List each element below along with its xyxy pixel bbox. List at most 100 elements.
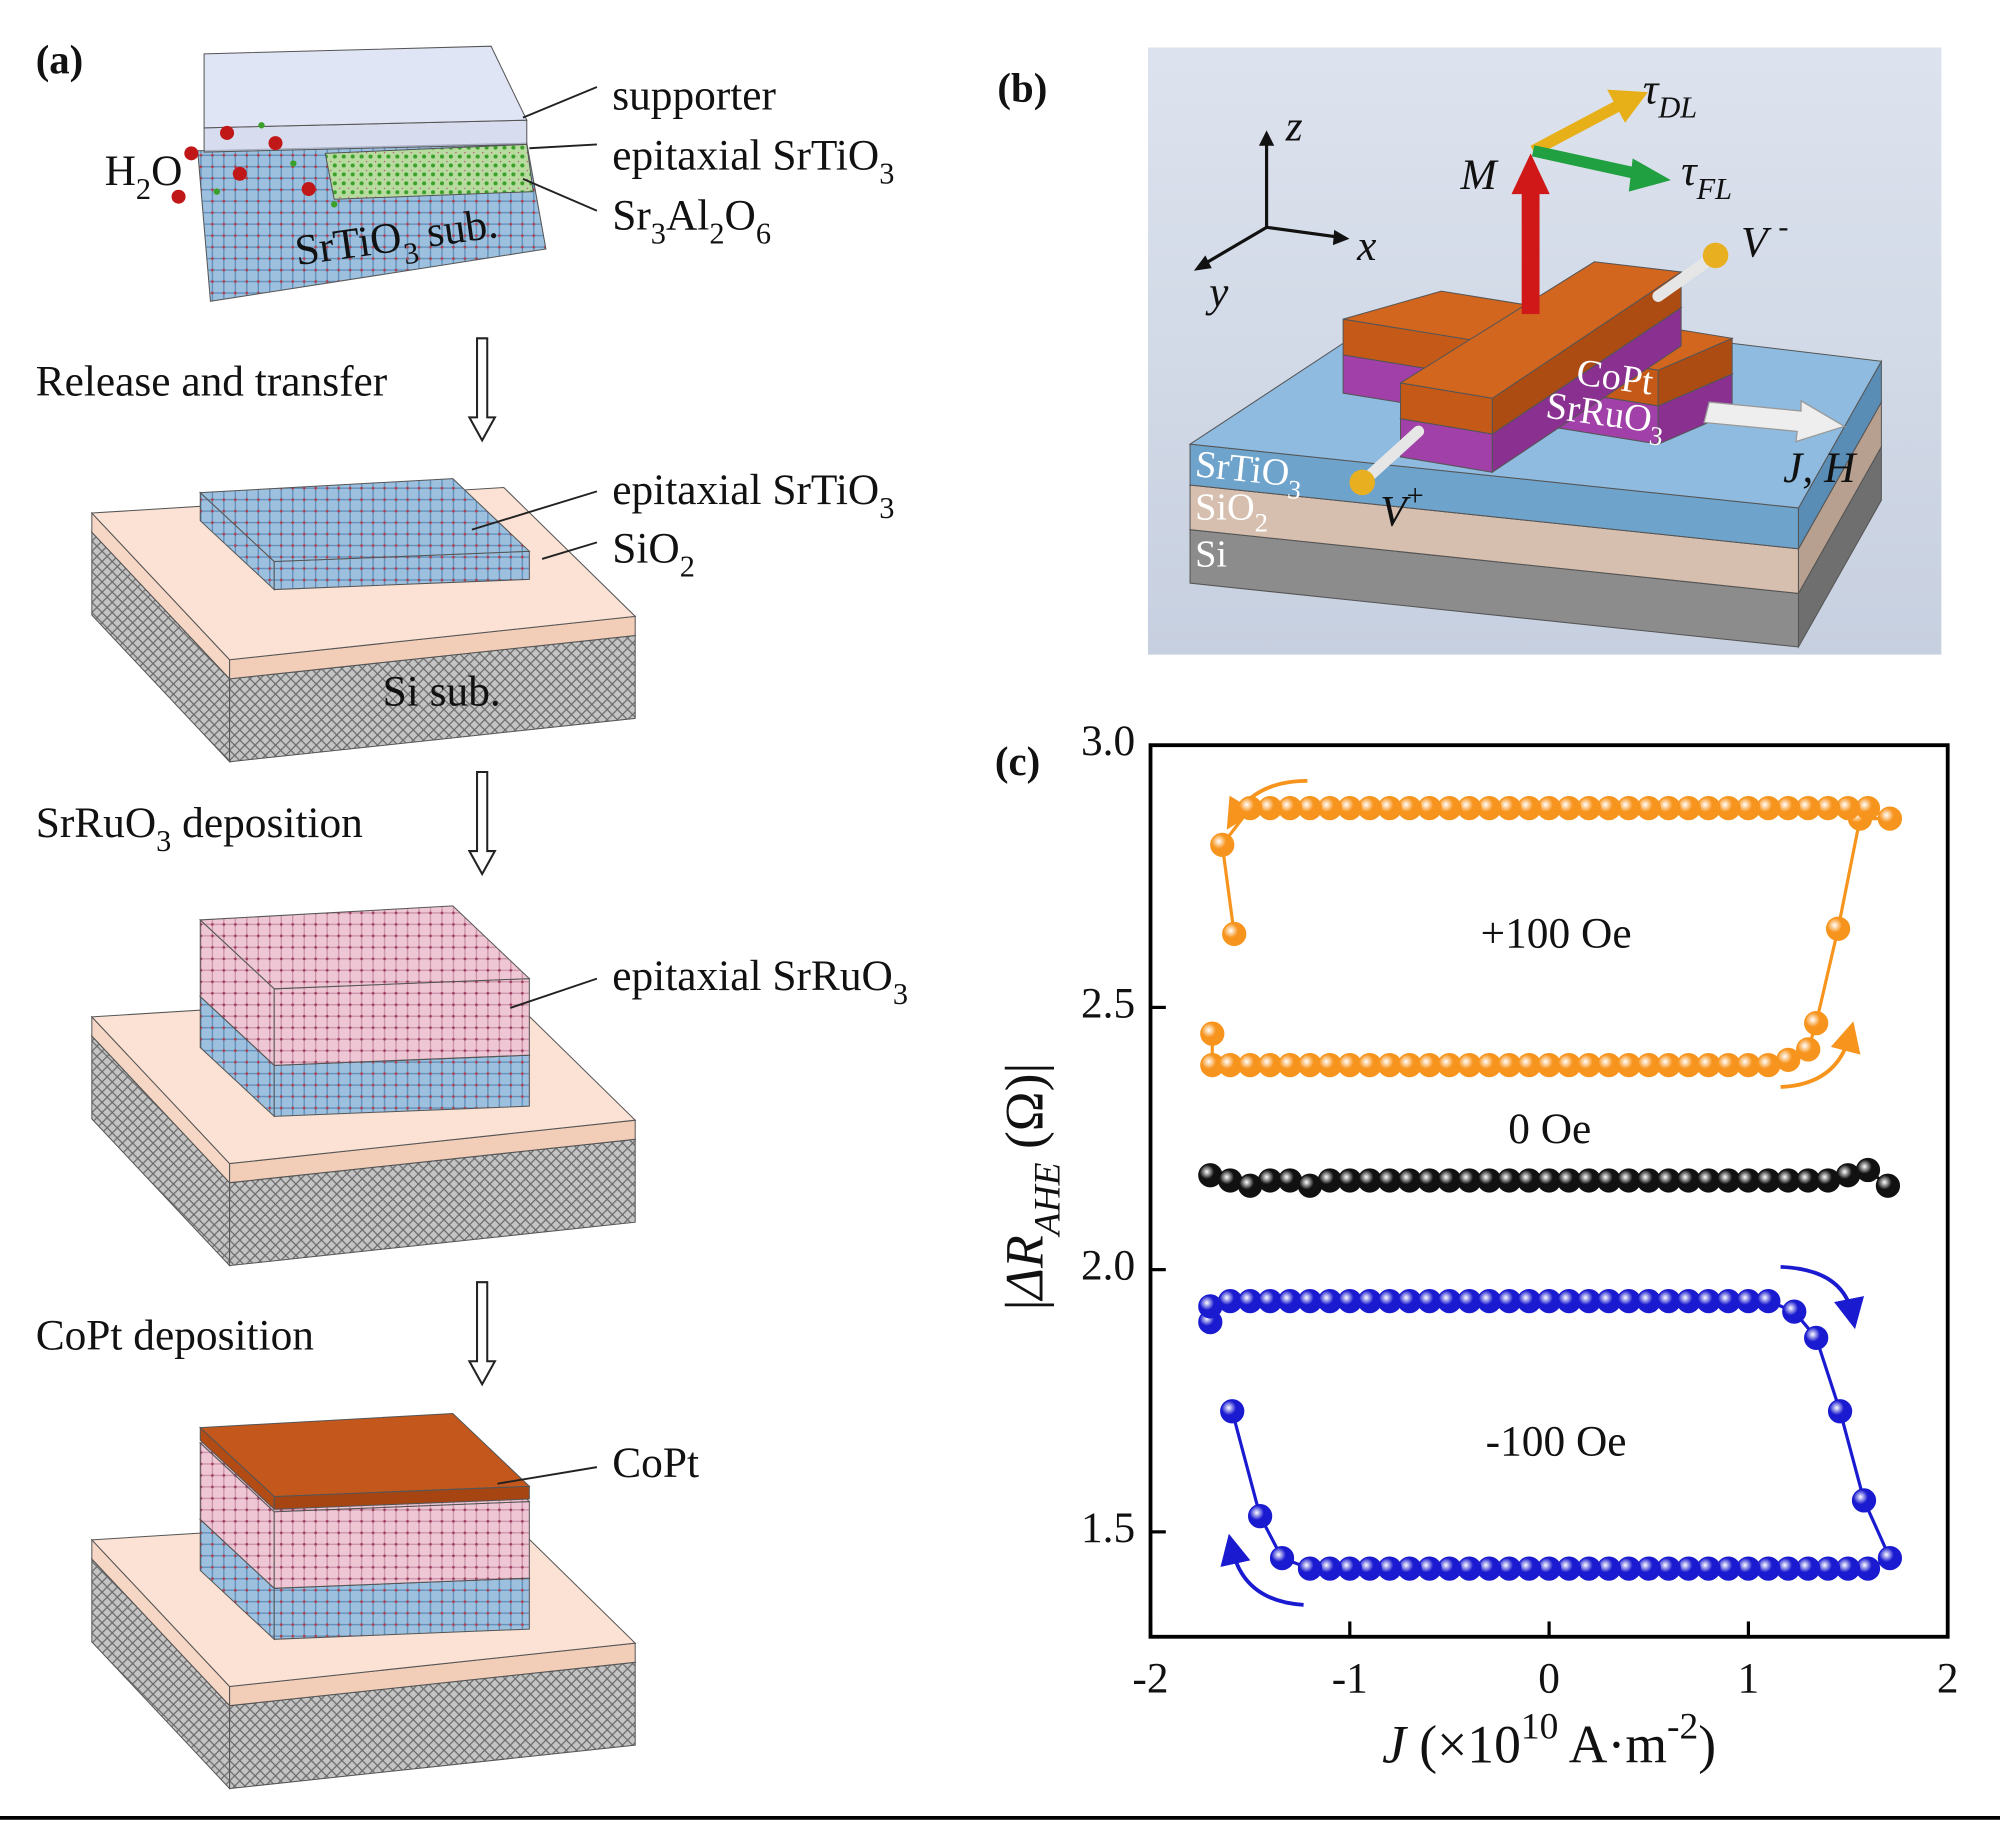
arrowhead bbox=[1258, 130, 1275, 146]
data-point bbox=[1198, 1163, 1223, 1188]
process-arrow bbox=[467, 770, 497, 877]
data-point bbox=[1776, 1047, 1801, 1072]
vector-label: M bbox=[1459, 151, 1499, 199]
supporter-top bbox=[203, 45, 528, 129]
water-molecule bbox=[184, 146, 199, 161]
data-point bbox=[1851, 1488, 1877, 1513]
label: Si sub. bbox=[383, 667, 501, 715]
water-molecule bbox=[232, 166, 247, 181]
srruo3-film-side bbox=[273, 1501, 530, 1589]
m-arrow-shaft bbox=[1521, 191, 1540, 315]
contact-label: V - bbox=[1741, 209, 1788, 266]
axis-arrow bbox=[1266, 225, 1343, 240]
srruo3-film-side bbox=[273, 978, 530, 1066]
layer-label: Si bbox=[1195, 533, 1227, 575]
y-tick-label: 1.5 bbox=[1081, 1504, 1135, 1552]
x-axis-label: J (×1010 A·m-2) bbox=[1382, 1706, 1716, 1774]
ion bbox=[258, 122, 265, 129]
current-label: J, H bbox=[1783, 444, 1858, 492]
label: H2O bbox=[105, 147, 183, 206]
data-point bbox=[1238, 1173, 1263, 1198]
data-point bbox=[1756, 1052, 1781, 1078]
label: SrTiO3 sub. bbox=[292, 199, 502, 286]
ion bbox=[213, 188, 221, 195]
sacrificial-layer bbox=[324, 143, 534, 200]
label: SiO2 bbox=[612, 525, 695, 584]
data-point bbox=[1835, 1163, 1861, 1188]
axis-label: x bbox=[1356, 222, 1376, 270]
y-tick-label: 3.0 bbox=[1081, 717, 1135, 765]
label: CoPt bbox=[612, 1439, 699, 1487]
axis-label: y bbox=[1205, 268, 1229, 316]
leader-line bbox=[509, 977, 598, 1009]
data-point bbox=[1855, 1157, 1881, 1183]
data-point bbox=[1198, 1294, 1223, 1319]
data-point bbox=[1877, 1545, 1903, 1571]
label: Sr3Al2O6 bbox=[612, 192, 771, 251]
data-point bbox=[1297, 1556, 1323, 1581]
data-point bbox=[1200, 1021, 1225, 1046]
x-tick-label: 2 bbox=[1937, 1655, 1959, 1703]
data-point bbox=[1222, 921, 1247, 947]
copt-film-top bbox=[199, 1413, 531, 1497]
vector-label: τFL bbox=[1681, 147, 1732, 206]
y-tick-label: 2.0 bbox=[1081, 1242, 1135, 1290]
water-molecule bbox=[301, 182, 316, 197]
panel-label: (c) bbox=[995, 739, 1040, 784]
m-arrow-head bbox=[1511, 153, 1550, 195]
ion bbox=[330, 201, 338, 208]
y-axis-label: |ΔRAHE (Ω)| bbox=[995, 1063, 1069, 1310]
process-step: SrRuO3 deposition bbox=[36, 799, 363, 858]
annotation: 0 Oe bbox=[1508, 1105, 1591, 1153]
leader-line bbox=[522, 177, 598, 212]
data-point bbox=[1877, 806, 1903, 831]
data-point bbox=[1238, 796, 1263, 821]
water-molecule bbox=[268, 136, 283, 151]
process-step: CoPt deposition bbox=[36, 1312, 315, 1360]
tau-fl-head bbox=[1628, 158, 1671, 192]
process-arrow bbox=[467, 1281, 497, 1387]
sweep-arrow bbox=[1220, 1533, 1304, 1607]
tau-dl-head bbox=[1607, 89, 1648, 123]
water-molecule bbox=[220, 125, 235, 140]
process-step: Release and transfer bbox=[36, 357, 388, 405]
contact bbox=[1702, 242, 1729, 269]
data-point bbox=[1816, 1168, 1841, 1193]
axis-label: z bbox=[1285, 102, 1303, 150]
x-tick-label: -1 bbox=[1332, 1655, 1368, 1703]
data-point bbox=[1297, 1173, 1323, 1198]
data-point bbox=[1825, 916, 1851, 941]
data-point bbox=[1218, 1168, 1243, 1193]
data-point bbox=[1804, 1325, 1829, 1350]
srtio3-film-top bbox=[199, 478, 531, 563]
annotation: +100 Oe bbox=[1481, 910, 1632, 958]
leader-line bbox=[497, 1466, 598, 1485]
tau-fl-arrow bbox=[1531, 145, 1639, 180]
data-point bbox=[1782, 1299, 1807, 1324]
data-point bbox=[1756, 1288, 1781, 1314]
data-point bbox=[1220, 1399, 1245, 1424]
layer-label: SrTiO3 bbox=[1192, 443, 1304, 505]
data-point bbox=[1827, 1399, 1853, 1424]
layer-label: SiO2 bbox=[1195, 486, 1268, 537]
panel-c: (c) -2 -1 0 1 2 1.5 2.0 2.5 3.0 J (×1010 A·m-2) |ΔR… bbox=[0, 717, 2000, 1820]
data-point bbox=[1875, 1173, 1901, 1198]
annotation: -100 Oe bbox=[1486, 1417, 1627, 1465]
vector-label: τDL bbox=[1643, 65, 1697, 124]
contact-label: V+ bbox=[1380, 479, 1424, 536]
leader-line bbox=[522, 86, 598, 119]
x-tick-label: 1 bbox=[1738, 1655, 1760, 1703]
process-arrow bbox=[467, 337, 497, 443]
current-arrow bbox=[1703, 399, 1846, 443]
tau-dl-arrow bbox=[1530, 99, 1623, 156]
ion bbox=[290, 160, 297, 167]
label: epitaxial SrRuO3 bbox=[612, 952, 908, 1011]
panel-label: (a) bbox=[36, 37, 84, 82]
data-point bbox=[1277, 1168, 1303, 1193]
y-tick-label: 2.5 bbox=[1081, 979, 1135, 1027]
label: epitaxial SrTiO3 bbox=[612, 466, 894, 525]
